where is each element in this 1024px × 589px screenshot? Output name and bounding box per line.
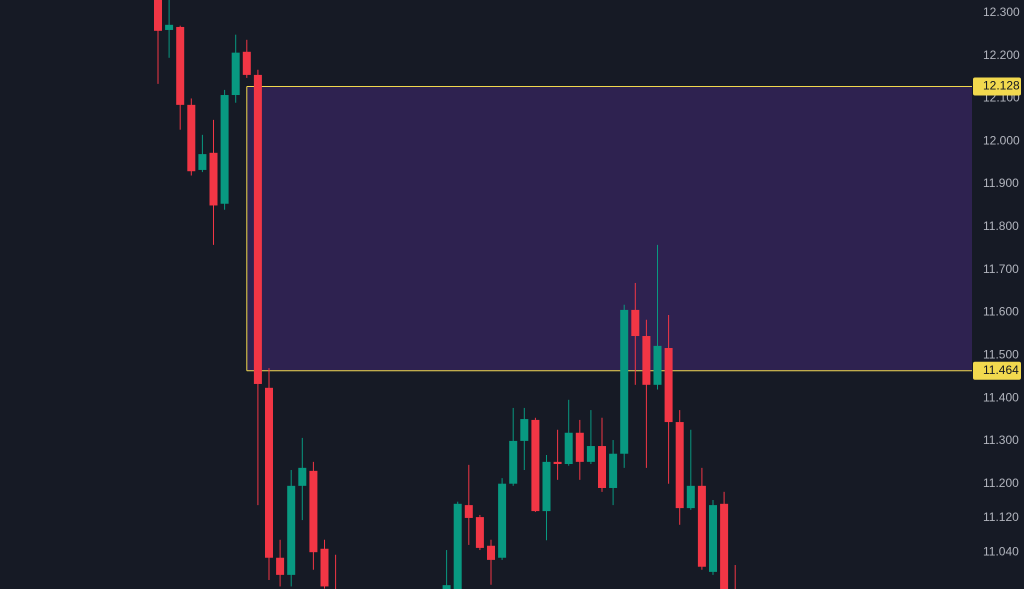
- candle-body: [320, 548, 329, 587]
- candle-body: [253, 74, 262, 384]
- y-tick-label: 11.200: [983, 476, 1019, 490]
- candle-body: [442, 585, 451, 589]
- candle-body: [276, 557, 285, 575]
- candle-body: [298, 467, 307, 486]
- candle-body: [464, 505, 473, 518]
- candle-body: [553, 461, 562, 465]
- price-label: 11.464: [983, 363, 1019, 377]
- candle-body: [620, 309, 629, 454]
- candle-body: [165, 24, 174, 30]
- candle-body: [598, 446, 606, 488]
- candle-body: [542, 461, 551, 512]
- y-tick-label: 11.400: [983, 390, 1019, 404]
- y-tick-label: 12.200: [983, 48, 1020, 62]
- y-tick-label: 11.040: [983, 544, 1019, 558]
- candle-body: [664, 348, 673, 423]
- y-tick-label: 12.000: [983, 133, 1020, 147]
- candle-body: [176, 26, 185, 105]
- y-tick-label: 11.300: [983, 433, 1019, 447]
- y-tick-label: 12.300: [983, 5, 1020, 19]
- y-tick-label: 11.600: [983, 305, 1019, 319]
- candle-body: [309, 470, 318, 553]
- y-tick-label: 11.120: [983, 510, 1019, 524]
- zone: [246, 86, 972, 371]
- candle-body: [453, 503, 462, 589]
- price-label-bg: [973, 361, 1021, 380]
- candle-body: [697, 485, 706, 567]
- candle-body: [720, 503, 729, 589]
- y-tick-label: 11.700: [983, 262, 1019, 276]
- price-label-bg: [973, 77, 1021, 96]
- price-axis: 12.30012.20012.10012.00011.90011.80011.7…: [973, 5, 1021, 558]
- candle-body: [653, 345, 662, 385]
- candle-body: [209, 152, 218, 206]
- candle-body: [475, 517, 484, 548]
- y-tick-label: 11.500: [983, 347, 1019, 361]
- candle-body: [231, 52, 240, 96]
- candle-body: [564, 432, 573, 465]
- candle-body: [220, 95, 229, 204]
- candle-body: [187, 104, 196, 172]
- candle-body: [154, 0, 162, 31]
- y-tick-label: 11.800: [983, 219, 1019, 233]
- candle-body: [531, 419, 540, 512]
- y-tick-label: 11.900: [983, 176, 1019, 190]
- candle-body: [287, 485, 296, 575]
- candle-body: [520, 419, 529, 441]
- price-label: 12.128: [983, 79, 1020, 93]
- candle-body: [265, 387, 273, 558]
- candle-body: [686, 485, 695, 509]
- candle-body: [575, 432, 584, 462]
- candle-body: [498, 483, 507, 558]
- candle-body: [586, 446, 595, 462]
- candle-body: [609, 453, 618, 488]
- candle-body: [642, 336, 651, 385]
- candle-body: [509, 440, 518, 484]
- plot-area: [154, 0, 972, 589]
- candle-body: [198, 154, 207, 170]
- candle-body: [709, 505, 717, 572]
- candle-body: [242, 51, 251, 75]
- candle-body: [675, 422, 684, 509]
- candle-body: [487, 545, 495, 560]
- candle-body: [631, 309, 640, 337]
